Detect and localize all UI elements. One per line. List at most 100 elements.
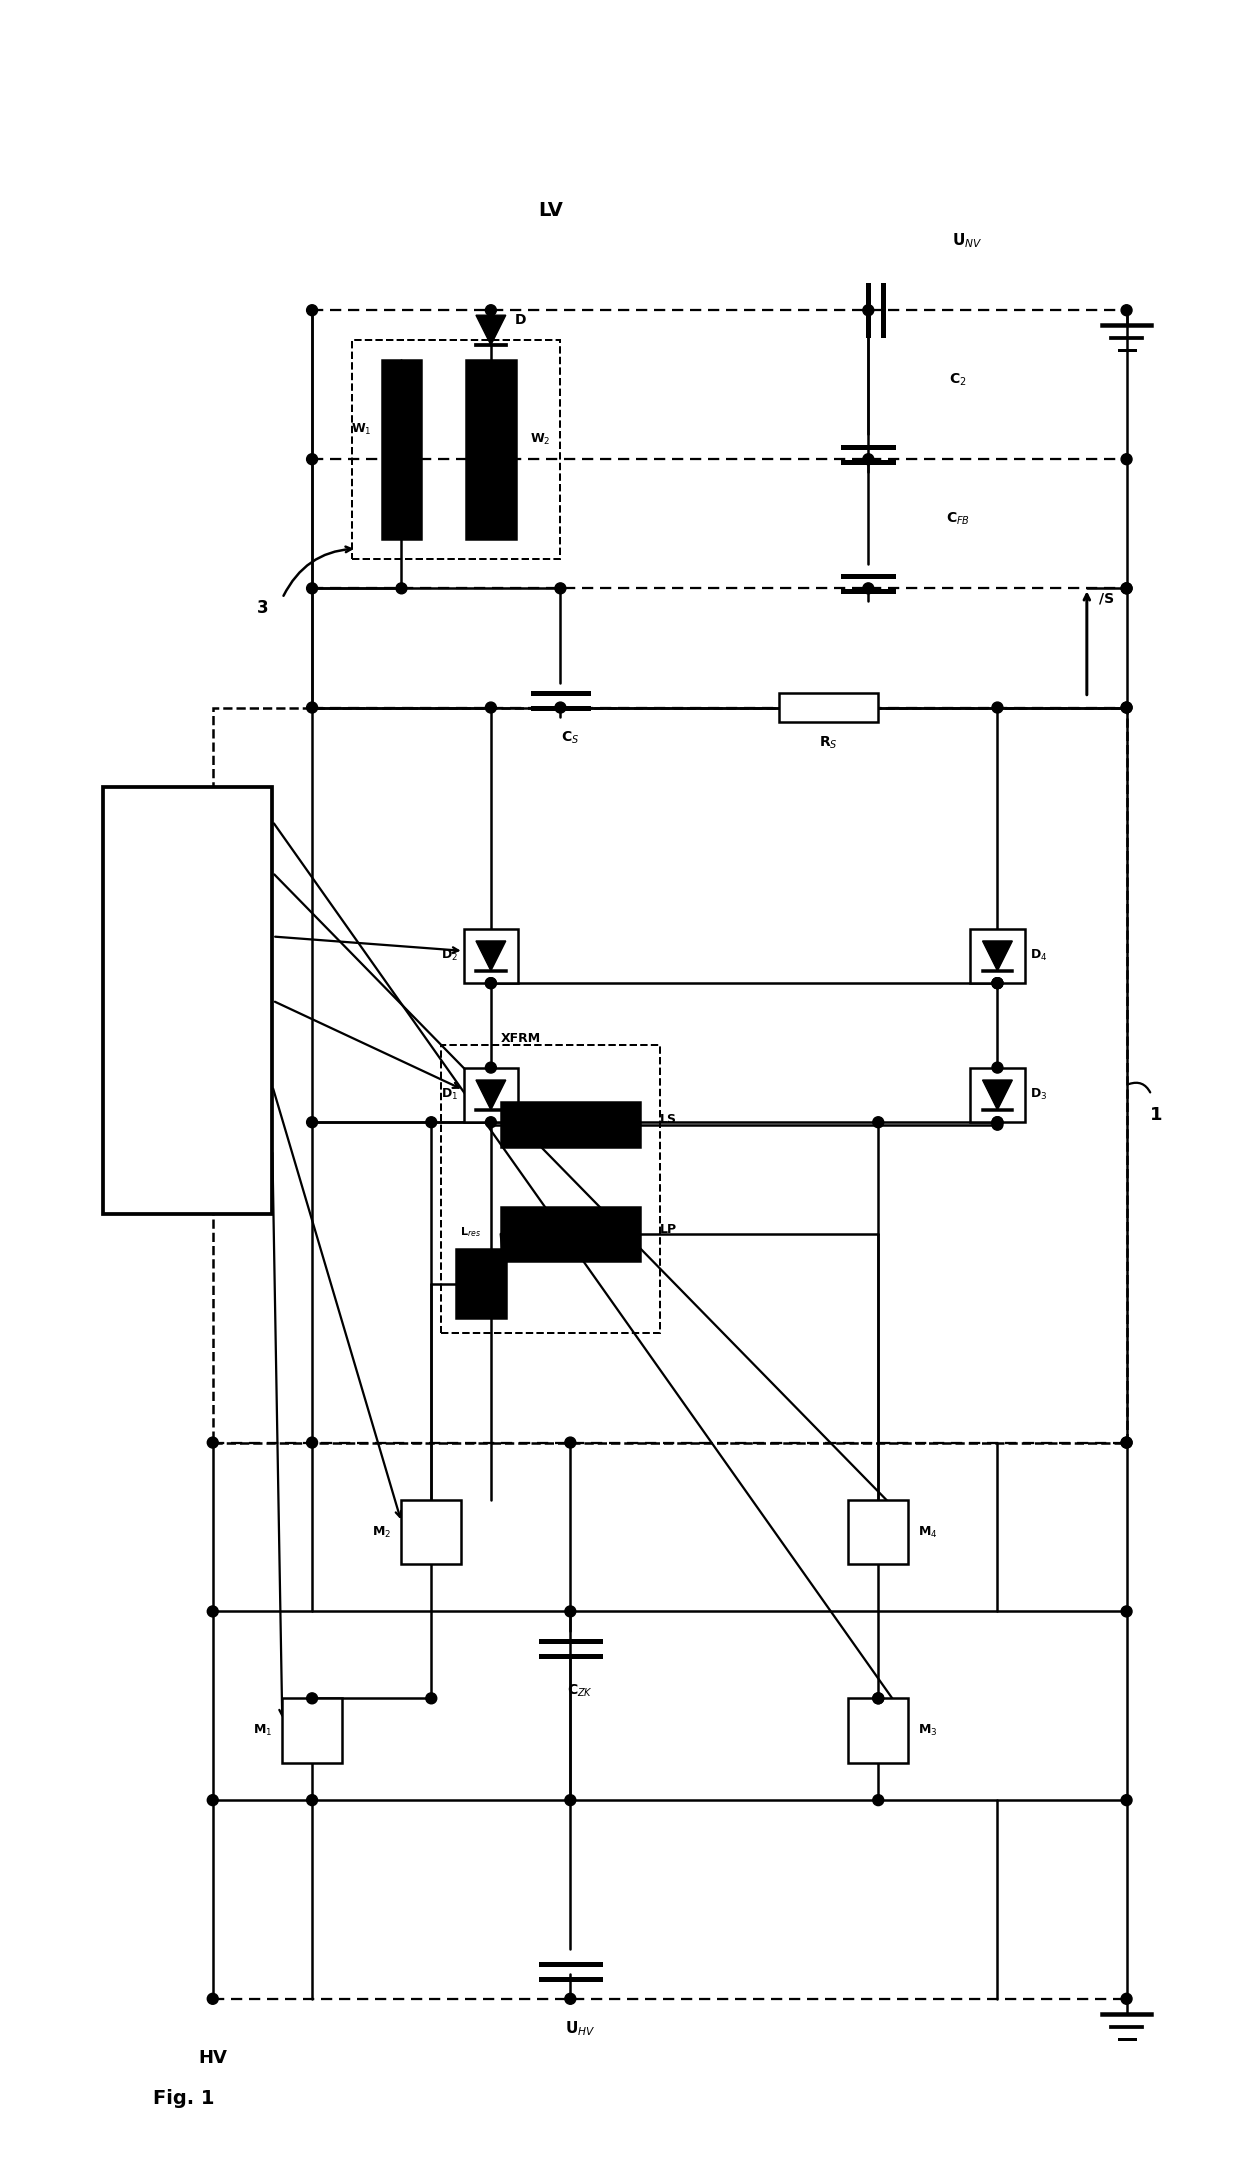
Circle shape (207, 1994, 218, 2005)
Text: U$_{HV}$: U$_{HV}$ (565, 2020, 595, 2037)
Circle shape (1121, 1438, 1132, 1448)
Text: LS: LS (660, 1113, 677, 1126)
Circle shape (207, 1438, 218, 1448)
Circle shape (306, 582, 317, 593)
Circle shape (306, 1795, 317, 1806)
Circle shape (396, 582, 407, 593)
Bar (970, 1067, 1024, 1121)
Circle shape (992, 979, 1003, 989)
Circle shape (485, 305, 496, 316)
Text: XFRM: XFRM (501, 1033, 541, 1046)
Circle shape (425, 1117, 436, 1128)
Text: HV: HV (198, 2050, 227, 2068)
Text: LV: LV (538, 201, 563, 221)
Circle shape (565, 1994, 575, 2005)
Text: R$_S$: R$_S$ (820, 734, 838, 751)
Text: D$_3$: D$_3$ (1029, 1087, 1047, 1102)
Text: 2: 2 (180, 992, 196, 1011)
Circle shape (531, 1104, 541, 1115)
Bar (970, 929, 1024, 983)
Circle shape (992, 1119, 1003, 1130)
Circle shape (873, 1795, 884, 1806)
Circle shape (873, 1693, 884, 1704)
Text: Fig. 1: Fig. 1 (154, 2089, 215, 2109)
Circle shape (992, 1117, 1003, 1128)
Bar (456, 1249, 506, 1318)
Circle shape (1121, 701, 1132, 712)
Circle shape (1121, 1994, 1132, 2005)
Circle shape (306, 305, 317, 316)
Circle shape (1121, 582, 1132, 593)
Circle shape (992, 1117, 1003, 1128)
Circle shape (486, 375, 495, 383)
Text: M$_2$: M$_2$ (372, 1524, 392, 1539)
Circle shape (306, 1693, 317, 1704)
Bar (382, 359, 422, 539)
Text: 1: 1 (1151, 1106, 1163, 1124)
Bar (848, 1500, 908, 1565)
Circle shape (485, 979, 496, 989)
Circle shape (306, 1438, 317, 1448)
Text: W$_2$: W$_2$ (531, 431, 551, 446)
Polygon shape (476, 316, 506, 344)
Circle shape (1121, 701, 1132, 712)
Circle shape (1121, 1438, 1132, 1448)
Polygon shape (982, 1080, 1012, 1111)
Bar (213, 708, 1127, 1442)
Text: U$_{NV}$: U$_{NV}$ (952, 232, 983, 249)
Bar (501, 1102, 640, 1147)
Text: M$_1$: M$_1$ (253, 1723, 273, 1738)
Bar (352, 340, 560, 559)
Circle shape (565, 1606, 575, 1617)
Bar (283, 1697, 342, 1762)
Circle shape (992, 979, 1003, 989)
Circle shape (565, 1795, 575, 1806)
Text: C$_{FB}$: C$_{FB}$ (946, 511, 970, 526)
Polygon shape (982, 942, 1012, 970)
Bar (464, 1067, 518, 1121)
Circle shape (485, 1117, 496, 1128)
Circle shape (1121, 1606, 1132, 1617)
Text: C$_S$: C$_S$ (562, 730, 579, 745)
Text: W$_1$: W$_1$ (351, 422, 372, 437)
Circle shape (992, 979, 1003, 989)
Circle shape (306, 701, 317, 712)
Circle shape (556, 582, 565, 593)
Text: D: D (515, 314, 527, 327)
Circle shape (992, 701, 1003, 712)
Bar (441, 1046, 660, 1334)
Circle shape (1121, 1795, 1132, 1806)
Text: D$_1$: D$_1$ (441, 1087, 459, 1102)
Circle shape (207, 1795, 218, 1806)
Text: L$_{res}$: L$_{res}$ (460, 1225, 481, 1238)
Circle shape (425, 1693, 436, 1704)
Circle shape (397, 515, 405, 524)
Circle shape (485, 1063, 496, 1074)
Text: C$_2$: C$_2$ (949, 372, 966, 388)
Circle shape (485, 979, 496, 989)
Bar (103, 788, 273, 1215)
Text: LP: LP (660, 1223, 677, 1236)
Polygon shape (476, 1080, 506, 1111)
Circle shape (306, 455, 317, 465)
Bar (466, 359, 516, 539)
Polygon shape (476, 942, 506, 970)
Circle shape (485, 701, 496, 712)
Circle shape (992, 1063, 1003, 1074)
Circle shape (863, 582, 874, 593)
Circle shape (1121, 582, 1132, 593)
Text: M$_4$: M$_4$ (918, 1524, 937, 1539)
Circle shape (565, 1438, 575, 1448)
Text: M$_3$: M$_3$ (918, 1723, 937, 1738)
Bar (779, 693, 878, 723)
Circle shape (873, 1693, 884, 1704)
Circle shape (863, 305, 874, 316)
Circle shape (396, 455, 407, 465)
Circle shape (207, 1606, 218, 1617)
Circle shape (1121, 305, 1132, 316)
Bar (402, 1500, 461, 1565)
Circle shape (306, 1117, 317, 1128)
Circle shape (873, 1117, 884, 1128)
Bar (848, 1697, 908, 1762)
Circle shape (556, 701, 565, 712)
